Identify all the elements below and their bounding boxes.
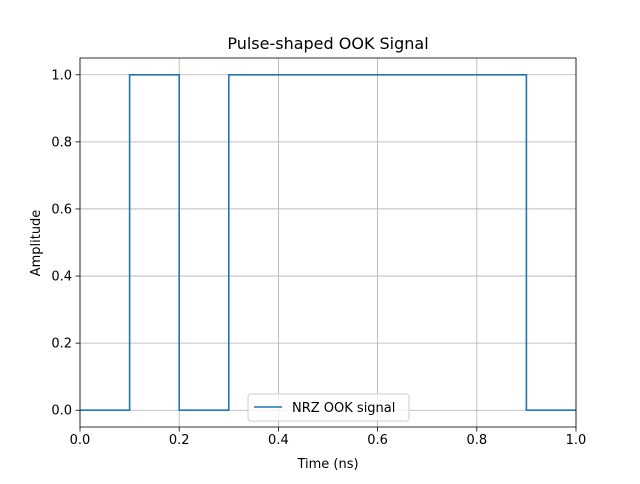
x-tick-label: 0.6 (367, 433, 388, 448)
y-axis-label: Amplitude (29, 210, 44, 277)
y-tick-label: 0.6 (51, 202, 72, 217)
x-axis-label: Time (ns) (296, 457, 358, 472)
y-tick-label: 0.0 (51, 404, 72, 419)
x-tick-label: 0.2 (169, 433, 190, 448)
x-tick-label: 1.0 (566, 433, 587, 448)
y-axis-ticks: 0.0 0.2 0.4 0.6 0.8 1.0 (51, 68, 80, 419)
series-line-nrz-ook-signal (80, 73, 576, 412)
x-tick-label: 0.4 (268, 433, 289, 448)
y-tick-label: 0.8 (51, 135, 72, 150)
y-tick-label: 0.2 (51, 337, 72, 352)
chart-title: Pulse-shaped OOK Signal (227, 34, 428, 53)
plot-frame (79, 57, 577, 428)
legend: NRZ OOK signal (247, 393, 410, 422)
y-tick-label: 0.4 (51, 270, 72, 285)
series-layer (80, 73, 576, 412)
legend-box (247, 393, 410, 422)
x-tick-label: 0.0 (70, 433, 91, 448)
x-axis-ticks: 0.0 0.2 0.4 0.6 0.8 1.0 (70, 427, 587, 448)
x-tick-label: 0.8 (466, 433, 487, 448)
legend-label-nrz-ook-signal: NRZ OOK signal (292, 401, 395, 416)
y-tick-label: 1.0 (51, 68, 72, 83)
